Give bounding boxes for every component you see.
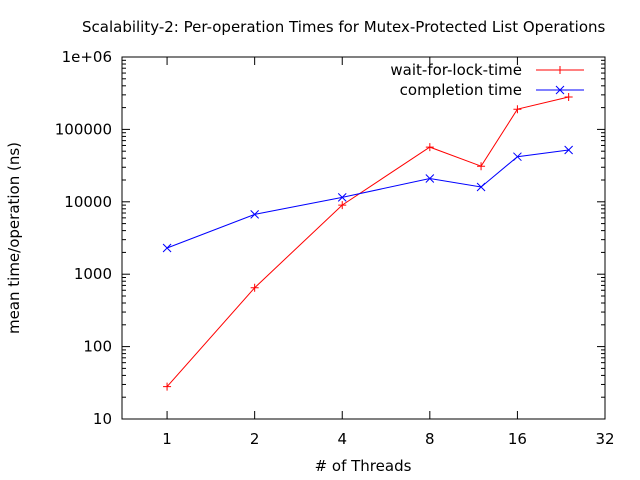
- y-tick-label-1000: 1000: [74, 265, 112, 283]
- data-point-completion-time: [425, 174, 435, 183]
- x-axis-label: # of Threads: [315, 457, 412, 475]
- y-tick-label-1000000: 1e+06: [62, 48, 112, 66]
- plot-frame: [121, 56, 606, 420]
- series-completion-time: [162, 145, 574, 253]
- y-tick-label-10000: 10000: [64, 193, 112, 211]
- data-point-completion-time: [162, 243, 172, 253]
- x-tick-label-1: 1: [162, 430, 172, 448]
- x-tick-label-4: 4: [337, 430, 347, 448]
- data-point-completion-time: [337, 193, 347, 202]
- legend: wait-for-lock-time completion time: [390, 61, 584, 99]
- x-tick-label-32: 32: [595, 430, 614, 448]
- legend-marker-wait-for-lock-time: [556, 66, 564, 74]
- x-tick-label-8: 8: [425, 430, 435, 448]
- y-tick-label-100000: 100000: [55, 120, 112, 138]
- data-point-wait-for-lock-time: [425, 143, 434, 152]
- y-tick-label-10: 10: [93, 410, 112, 428]
- series-layer: [162, 93, 574, 391]
- series-line-wait-for-lock-time: [166, 96, 569, 387]
- x-tick-label-2: 2: [250, 430, 260, 448]
- y-tick-label-100: 100: [83, 338, 112, 356]
- chart-title: Scalability-2: Per-operation Times for M…: [82, 18, 606, 36]
- data-point-wait-for-lock-time: [163, 382, 172, 391]
- data-point-completion-time: [476, 182, 486, 192]
- data-point-completion-time: [513, 152, 522, 162]
- data-point-completion-time: [250, 210, 260, 219]
- data-point-wait-for-lock-time: [477, 162, 486, 171]
- axis-ticks: 1 2 4 8 16 32 10 100 1000 10000 100000 1e+06: [55, 48, 615, 448]
- data-point-completion-time: [564, 145, 574, 155]
- legend-label-completion-time: completion time: [400, 81, 522, 99]
- y-axis-label: mean time/operation (ns): [5, 142, 23, 334]
- legend-marker-completion-time: [555, 85, 565, 95]
- legend-label-wait-for-lock-time: wait-for-lock-time: [390, 61, 522, 79]
- data-point-wait-for-lock-time: [513, 105, 522, 114]
- series-line-completion-time: [166, 149, 569, 249]
- data-point-wait-for-lock-time: [250, 283, 259, 292]
- x-tick-label-16: 16: [508, 430, 527, 448]
- data-point-wait-for-lock-time: [338, 201, 347, 210]
- data-point-wait-for-lock-time: [564, 93, 573, 102]
- series-wait-for-lock-time: [163, 93, 573, 391]
